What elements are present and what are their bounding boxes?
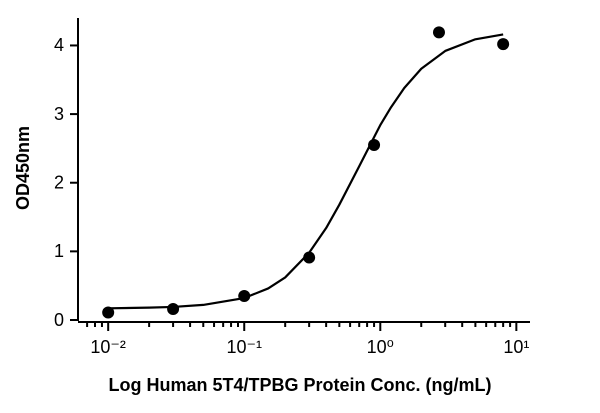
- x-tick-label: 10¹: [503, 337, 529, 357]
- y-axis-title: OD450nm: [13, 126, 33, 210]
- x-tick-label: 10⁻²: [90, 337, 126, 357]
- x-tick-label: 10⁰: [367, 337, 394, 357]
- y-tick-label: 4: [54, 35, 64, 55]
- data-point: [167, 303, 180, 316]
- x-axis-title: Log Human 5T4/TPBG Protein Conc. (ng/mL): [108, 375, 491, 395]
- data-point: [368, 138, 381, 151]
- y-tick-label: 1: [54, 241, 64, 261]
- data-point: [432, 26, 445, 39]
- data-point: [102, 306, 115, 319]
- data-point: [303, 251, 316, 264]
- x-tick-label: 10⁻¹: [226, 337, 262, 357]
- y-tick-label: 0: [54, 310, 64, 330]
- data-point: [238, 289, 251, 302]
- y-tick-label: 2: [54, 172, 64, 192]
- y-tick-label: 3: [54, 104, 64, 124]
- data-point: [497, 38, 510, 51]
- fit-curve: [108, 33, 504, 310]
